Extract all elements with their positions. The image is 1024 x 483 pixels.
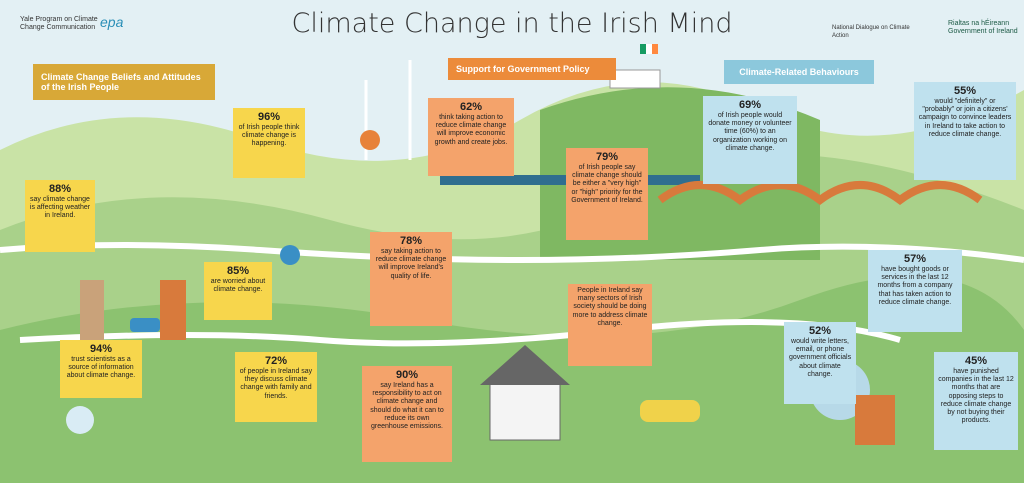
- stat-box: 94% trust scientists as a source of infor…: [60, 340, 142, 398]
- stat-box: 72% of people in Ireland say they discuss…: [235, 352, 317, 422]
- logo-text: National Dialogue on Climate Action: [832, 25, 910, 39]
- section-label: Climate-Related Behaviours: [724, 60, 874, 84]
- stat-text: are worried about climate change.: [210, 278, 266, 294]
- section-label: Climate Change Beliefs and Attitudes of …: [33, 64, 215, 100]
- stat-value: 79%: [595, 151, 619, 163]
- stat-text: of Irish people say climate change shoul…: [571, 164, 643, 204]
- stat-value: 96%: [257, 111, 281, 123]
- stat-text: would "definitely" or "probably" or join…: [918, 98, 1012, 138]
- stat-value: 94%: [89, 343, 113, 355]
- stat-box: 88% say climate change is affecting weath…: [25, 180, 95, 252]
- stat-box: 62% think taking action to reduce climate…: [428, 98, 514, 176]
- stat-text: say Ireland has a responsibility to act …: [370, 382, 444, 431]
- section-label: Support for Government Policy: [448, 58, 616, 80]
- stat-box: 78% say taking action to reduce climate c…: [370, 232, 452, 326]
- stat-text: of Irish people think climate change is …: [238, 124, 300, 148]
- stat-value: 88%: [48, 183, 72, 195]
- stat-text: have punished companies in the last 12 m…: [938, 368, 1014, 425]
- stat-value: 90%: [395, 369, 419, 381]
- stat-box: 45% have punished companies in the last 1…: [934, 352, 1018, 450]
- stat-text: would write letters, email, or phone gov…: [788, 338, 852, 378]
- stat-box: 96% of Irish people think climate change …: [233, 108, 305, 178]
- stat-value: 52%: [808, 325, 832, 337]
- stat-text: of Irish people would donate money or vo…: [708, 112, 792, 152]
- stat-value: 57%: [903, 253, 927, 265]
- stat-box: 55% would "definitely" or "probably" or j…: [914, 82, 1016, 180]
- stat-value: 55%: [953, 85, 977, 97]
- stat-value: 69%: [738, 99, 762, 111]
- stat-box: 85% are worried about climate change.: [204, 262, 272, 320]
- stat-value: 78%: [399, 235, 423, 247]
- stat-box: 69% of Irish people would donate money or…: [703, 96, 797, 184]
- logo-text: Yale Program on Climate Change Communica…: [20, 16, 98, 31]
- logo-text: epa: [100, 14, 124, 30]
- stat-text: say taking action to reduce climate chan…: [375, 248, 447, 280]
- stat-text: have bought goods or services in the las…: [877, 266, 953, 306]
- stat-text: trust scientists as a source of informat…: [66, 356, 136, 380]
- stat-box: 52% would write letters, email, or phone …: [784, 322, 856, 404]
- stat-value: 72%: [264, 355, 288, 367]
- stat-value: 45%: [964, 355, 988, 367]
- stat-box: 90% say Ireland has a responsibility to a…: [362, 366, 452, 462]
- stat-box: 79% of Irish people say climate change sh…: [566, 148, 648, 240]
- stat-text: say climate change is affecting weather …: [29, 196, 91, 220]
- stat-text: People in Ireland say many sectors of Ir…: [572, 287, 648, 327]
- stat-value: 62%: [459, 101, 483, 113]
- stat-value: 85%: [226, 265, 250, 277]
- stat-text: think taking action to reduce climate ch…: [434, 114, 508, 146]
- stat-box: People in Ireland say many sectors of Ir…: [568, 284, 652, 366]
- stat-text: of people in Ireland say they discuss cl…: [239, 368, 313, 400]
- logo-text: Rialtas na hÉireann Government of Irelan…: [948, 20, 1018, 35]
- stat-box: 57% have bought goods or services in the …: [868, 250, 962, 332]
- page-title: Climate Change in the Irish Mind: [291, 8, 733, 39]
